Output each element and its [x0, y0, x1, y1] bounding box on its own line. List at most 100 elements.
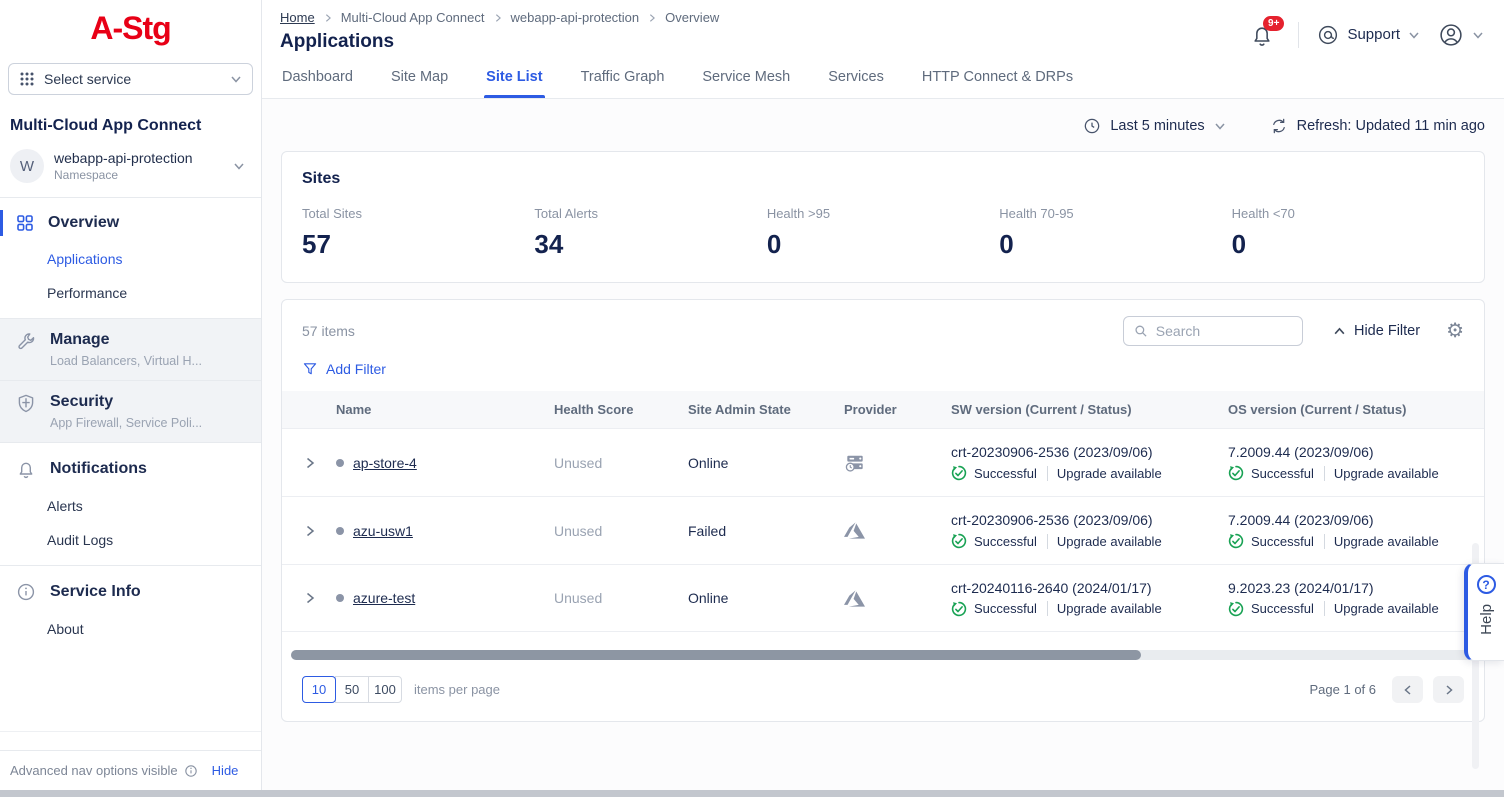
- os-upgrade-note: Upgrade available: [1324, 534, 1439, 549]
- breadcrumb-separator-icon: [493, 13, 503, 23]
- tab-site-list[interactable]: Site List: [484, 59, 544, 98]
- sidebar-item-alerts[interactable]: Alerts: [0, 489, 261, 523]
- sidebar-item-notifications[interactable]: Notifications: [0, 449, 261, 489]
- sidebar-item-security[interactable]: Security App Firewall, Service Poli...: [0, 381, 261, 443]
- stat-value: 0: [999, 229, 1231, 260]
- hide-filter-button[interactable]: Hide Filter: [1333, 323, 1420, 339]
- sidebar: A-Stg Select service Multi-Cloud App Con…: [0, 0, 262, 790]
- sw-upgrade-note: Upgrade available: [1047, 534, 1162, 549]
- time-range-selector[interactable]: Last 5 minutes: [1083, 117, 1225, 135]
- row-expander[interactable]: [302, 455, 336, 471]
- sw-version-cell: crt-20230906-2536 (2023/09/06) Successfu…: [951, 512, 1228, 549]
- refresh-button[interactable]: Refresh: Updated 11 min ago: [1270, 117, 1485, 135]
- column-header-os-version[interactable]: OS version (Current / Status): [1228, 402, 1464, 417]
- azure-provider-icon: [844, 520, 865, 541]
- tab-traffic-graph[interactable]: Traffic Graph: [579, 59, 667, 98]
- os-status: Successful: [1251, 534, 1314, 549]
- user-avatar-icon: [1438, 22, 1464, 48]
- breadcrumb-namespace[interactable]: webapp-api-protection: [511, 10, 640, 25]
- site-list-card: 57 items Hide Filter ⚙: [281, 299, 1485, 722]
- prev-page-button[interactable]: [1392, 676, 1423, 703]
- breadcrumb-separator-icon: [323, 13, 333, 23]
- page-size-50[interactable]: 50: [335, 676, 369, 703]
- search-input[interactable]: [1156, 323, 1292, 339]
- sidebar-item-manage[interactable]: Manage Load Balancers, Virtual H...: [0, 318, 261, 381]
- gear-icon[interactable]: ⚙: [1446, 321, 1464, 341]
- tab-http-connect-drps[interactable]: HTTP Connect & DRPs: [920, 59, 1075, 98]
- select-service-dropdown[interactable]: Select service: [8, 63, 253, 95]
- table-header-row: Name Health Score Site Admin State Provi…: [282, 391, 1484, 428]
- table-row: ap-store-4 Unused Online: [282, 428, 1484, 496]
- sidebar-item-subtitle: App Firewall, Service Poli...: [50, 416, 202, 430]
- chevron-up-icon: [1333, 325, 1346, 338]
- user-menu-button[interactable]: [1438, 22, 1484, 48]
- tab-service-mesh[interactable]: Service Mesh: [700, 59, 792, 98]
- sidebar-item-label: Manage: [50, 331, 202, 349]
- site-name-link[interactable]: ap-store-4: [353, 455, 417, 471]
- next-page-button[interactable]: [1433, 676, 1464, 703]
- site-name-link[interactable]: azure-test: [353, 590, 415, 606]
- column-header-sw-version[interactable]: SW version (Current / Status): [951, 402, 1228, 417]
- health-score-cell: Unused: [554, 523, 688, 539]
- site-status-dot: [336, 527, 344, 535]
- tab-dashboard[interactable]: Dashboard: [280, 59, 355, 98]
- stat-value: 57: [302, 229, 534, 260]
- sidebar-item-audit-logs[interactable]: Audit Logs: [0, 523, 261, 557]
- sidebar-item-label: Service Info: [50, 583, 141, 601]
- sidebar-item-about[interactable]: About: [0, 612, 261, 646]
- overview-grid-icon: [16, 214, 34, 232]
- tab-bar: Dashboard Site Map Site List Traffic Gra…: [262, 53, 1504, 99]
- items-count: 57 items: [302, 323, 1123, 339]
- sidebar-item-applications[interactable]: Applications: [0, 242, 261, 276]
- column-header-health-score[interactable]: Health Score: [554, 402, 688, 417]
- sidebar-item-overview[interactable]: Overview: [0, 204, 261, 242]
- sites-table: Name Health Score Site Admin State Provi…: [282, 391, 1484, 632]
- refresh-icon: [1270, 117, 1288, 135]
- site-admin-state-cell: Online: [688, 590, 844, 606]
- main-area: Home Multi-Cloud App Connect webapp-api-…: [262, 0, 1504, 790]
- table-horizontal-scrollbar[interactable]: [291, 650, 1472, 660]
- help-tab[interactable]: ? Help: [1464, 563, 1504, 661]
- azure-provider-icon: [844, 588, 865, 609]
- success-check-icon: [951, 465, 967, 481]
- page-size-10[interactable]: 10: [302, 676, 336, 703]
- sidebar-item-service-info[interactable]: Service Info: [0, 572, 261, 612]
- stat-total-sites: Total Sites 57: [302, 206, 534, 260]
- content-area: Last 5 minutes Refresh: Updated 11 min a…: [262, 99, 1504, 790]
- sidebar-item-subtitle: Load Balancers, Virtual H...: [50, 354, 202, 368]
- stat-label: Health >95: [767, 206, 999, 221]
- notifications-bell-button[interactable]: 9+: [1250, 23, 1280, 47]
- window-bottom-scrollbar[interactable]: [0, 790, 1504, 797]
- stat-health-70-95: Health 70-95 0: [999, 206, 1231, 260]
- support-menu-button[interactable]: Support: [1317, 24, 1420, 46]
- sidebar-item-label: Security: [50, 393, 202, 411]
- horizontal-scrollbar-thumb[interactable]: [291, 650, 1141, 660]
- hide-advanced-nav-link[interactable]: Hide: [212, 763, 239, 778]
- column-header-provider[interactable]: Provider: [844, 402, 951, 417]
- column-header-name[interactable]: Name: [336, 402, 554, 417]
- tab-site-map[interactable]: Site Map: [389, 59, 450, 98]
- namespace-selector[interactable]: W webapp-api-protection Namespace: [0, 139, 261, 197]
- breadcrumb-service[interactable]: Multi-Cloud App Connect: [341, 10, 485, 25]
- success-check-icon: [951, 601, 967, 617]
- breadcrumb-home[interactable]: Home: [280, 10, 315, 25]
- sw-upgrade-note: Upgrade available: [1047, 601, 1162, 616]
- sites-summary-card: Sites Total Sites 57 Total Alerts 34 Hea…: [281, 151, 1485, 283]
- nav-group-overview: Overview Applications Performance: [0, 198, 261, 318]
- os-version-cell: 7.2009.44 (2023/09/06) Successful Upgrad…: [1228, 512, 1464, 549]
- column-header-site-admin-state[interactable]: Site Admin State: [688, 402, 844, 417]
- support-icon: [1317, 24, 1339, 46]
- brand-logo[interactable]: A-Stg: [0, 0, 261, 55]
- chevron-down-icon: [233, 160, 245, 172]
- tab-services[interactable]: Services: [826, 59, 886, 98]
- page-size-100[interactable]: 100: [368, 676, 402, 703]
- site-name-link[interactable]: azu-usw1: [353, 523, 413, 539]
- os-version-cell: 7.2009.44 (2023/09/06) Successful Upgrad…: [1228, 444, 1464, 481]
- page-title: Applications: [280, 31, 719, 53]
- row-expander[interactable]: [302, 590, 336, 606]
- add-filter-button[interactable]: Add Filter: [282, 361, 1484, 377]
- stat-label: Total Sites: [302, 206, 534, 221]
- sidebar-item-performance[interactable]: Performance: [0, 276, 261, 310]
- os-upgrade-note: Upgrade available: [1324, 601, 1439, 616]
- row-expander[interactable]: [302, 523, 336, 539]
